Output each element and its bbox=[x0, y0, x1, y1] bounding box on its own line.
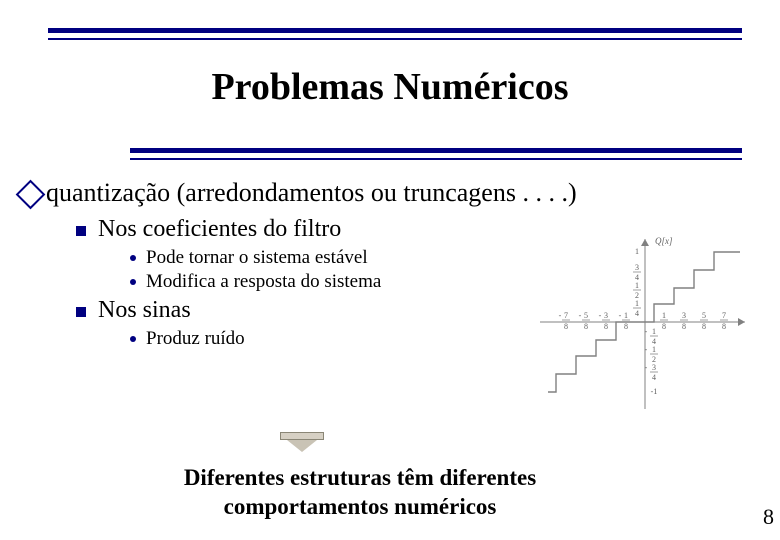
svg-text:1: 1 bbox=[652, 345, 656, 354]
svg-text:3: 3 bbox=[652, 363, 656, 372]
slide-title: Problemas Numéricos bbox=[0, 65, 780, 109]
chart-xaxis-arrow bbox=[738, 318, 745, 326]
svg-text:8: 8 bbox=[604, 322, 608, 331]
svg-text:-: - bbox=[645, 363, 648, 372]
svg-text:5: 5 bbox=[702, 311, 706, 320]
svg-text:-: - bbox=[559, 311, 562, 320]
svg-text:-: - bbox=[599, 311, 602, 320]
svg-text:8: 8 bbox=[564, 322, 568, 331]
svg-text:8: 8 bbox=[584, 322, 588, 331]
svg-text:-1: -1 bbox=[651, 387, 658, 396]
svg-text:8: 8 bbox=[722, 322, 726, 331]
svg-text:1: 1 bbox=[635, 247, 639, 256]
svg-text:3: 3 bbox=[635, 263, 639, 272]
chart-ylabel: Q[x] bbox=[655, 236, 673, 246]
down-arrow-icon bbox=[280, 432, 324, 452]
svg-text:3: 3 bbox=[604, 311, 608, 320]
svg-text:-: - bbox=[645, 327, 648, 336]
svg-text:8: 8 bbox=[682, 322, 686, 331]
svg-text:-: - bbox=[619, 311, 622, 320]
svg-text:1: 1 bbox=[635, 281, 639, 290]
svg-text:3: 3 bbox=[682, 311, 686, 320]
conclusion-line1: Diferentes estruturas têm diferentes bbox=[184, 465, 536, 490]
chart-xticks: 1 8 3 8 5 8 7 8 1 8 3 8 5 8 7 8 - - - - bbox=[559, 311, 728, 331]
svg-text:5: 5 bbox=[584, 311, 588, 320]
svg-text:8: 8 bbox=[624, 322, 628, 331]
svg-text:8: 8 bbox=[662, 322, 666, 331]
top-rule-thick bbox=[48, 28, 742, 33]
svg-text:7: 7 bbox=[564, 311, 568, 320]
svg-text:-: - bbox=[579, 311, 582, 320]
mid-rule-thick bbox=[130, 148, 742, 153]
page-number: 8 bbox=[763, 504, 774, 530]
quantization-chart: Q[x] 1 34 12 14 14 12 34 -1 --- 18 38 58… bbox=[540, 234, 750, 409]
svg-text:8: 8 bbox=[702, 322, 706, 331]
svg-text:1: 1 bbox=[624, 311, 628, 320]
chart-yaxis-arrow bbox=[641, 239, 649, 246]
svg-text:7: 7 bbox=[722, 311, 726, 320]
svg-text:1: 1 bbox=[662, 311, 666, 320]
bullet-level1: quantização (arredondamentos ou truncage… bbox=[20, 178, 760, 208]
svg-text:4: 4 bbox=[652, 373, 656, 382]
svg-text:-: - bbox=[645, 345, 648, 354]
top-rule-thin bbox=[48, 38, 742, 40]
svg-text:1: 1 bbox=[652, 327, 656, 336]
svg-text:1: 1 bbox=[635, 299, 639, 308]
conclusion-line2: comportamentos numéricos bbox=[224, 494, 497, 519]
mid-rule-thin bbox=[130, 158, 742, 160]
svg-text:4: 4 bbox=[635, 309, 639, 318]
conclusion-text: Diferentes estruturas têm diferentes com… bbox=[0, 464, 720, 522]
